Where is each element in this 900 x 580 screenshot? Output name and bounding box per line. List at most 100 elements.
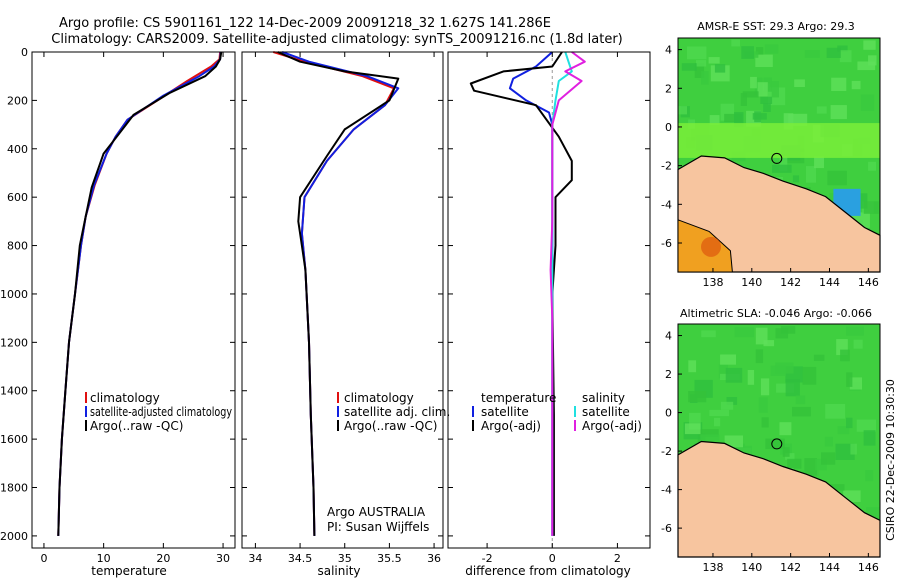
csiro-timestamp: CSIRO 22-Dec-2009 10:30:30 bbox=[884, 379, 897, 541]
y-tick-label: 1800 bbox=[0, 482, 28, 495]
data-cell bbox=[678, 106, 687, 115]
y-tick-label: 0 bbox=[21, 46, 28, 59]
data-cell bbox=[726, 397, 738, 405]
data-cell bbox=[863, 430, 876, 446]
x-tick-label: 0 bbox=[549, 552, 556, 565]
data-cell bbox=[853, 339, 863, 349]
data-cell bbox=[700, 434, 720, 442]
data-cell bbox=[836, 339, 848, 356]
legend-swatch-satellite bbox=[85, 406, 87, 417]
data-cell bbox=[815, 458, 827, 471]
data-cell bbox=[814, 156, 824, 169]
data-cell bbox=[857, 193, 868, 209]
difference-legend: temperature satellite Argo(-adj) salinit… bbox=[472, 391, 642, 433]
data-cell bbox=[821, 452, 836, 465]
y-tick-label: 0 bbox=[665, 407, 672, 420]
data-cell bbox=[863, 201, 879, 214]
data-cell bbox=[830, 105, 847, 120]
data-cell bbox=[843, 490, 861, 502]
y-tick-label: 1000 bbox=[0, 288, 28, 301]
y-tick-label: 600 bbox=[7, 191, 28, 204]
data-cell bbox=[775, 362, 794, 374]
series-line-satellite bbox=[281, 51, 400, 536]
data-cell bbox=[731, 39, 740, 47]
data-cell bbox=[684, 423, 701, 435]
legend-label-argo: Argo(..raw -QC) bbox=[344, 419, 437, 433]
data-cell bbox=[720, 354, 736, 365]
y-tick-label: 0 bbox=[665, 121, 672, 134]
data-cell bbox=[846, 326, 864, 336]
data-cell bbox=[747, 370, 755, 385]
data-cell bbox=[763, 103, 771, 112]
data-cell bbox=[734, 327, 754, 338]
y-tick-label: 2 bbox=[665, 82, 672, 95]
y-tick-label: 4 bbox=[665, 44, 672, 57]
series-line-climatology bbox=[273, 51, 395, 536]
legend-swatch-argo bbox=[337, 420, 339, 431]
data-cell bbox=[765, 438, 785, 450]
data-cell bbox=[699, 429, 719, 437]
y-tick-label: -6 bbox=[661, 237, 672, 250]
series-line-sal_sat_diff bbox=[551, 51, 573, 536]
x-tick-label: 138 bbox=[702, 276, 723, 289]
data-cell bbox=[840, 349, 850, 362]
y-tick-label: 400 bbox=[7, 143, 28, 156]
data-cell bbox=[772, 164, 792, 173]
data-cell bbox=[755, 54, 773, 67]
series-line-argo bbox=[469, 51, 573, 536]
series-line-argo bbox=[57, 51, 223, 536]
data-cell bbox=[779, 422, 792, 436]
difference-axis-label: difference from climatology bbox=[465, 564, 631, 578]
sla-map: 138 140 142 144 146 4 2 0 -2 -4 -6 bbox=[661, 323, 881, 574]
data-cell bbox=[824, 436, 833, 447]
data-cell bbox=[827, 170, 847, 186]
annotation-pi: PI: Susan Wijffels bbox=[327, 520, 429, 534]
warm-band bbox=[678, 123, 880, 158]
legend-label-sal-satellite: satellite bbox=[582, 405, 630, 419]
data-cell bbox=[734, 112, 744, 128]
data-cell bbox=[724, 435, 743, 448]
data-cell bbox=[689, 412, 701, 430]
legend-swatch-climatology bbox=[337, 392, 339, 403]
x-tick-label: 144 bbox=[819, 561, 840, 574]
data-cell bbox=[724, 113, 743, 122]
data-cell bbox=[849, 377, 862, 390]
difference-panel: -2 0 2 bbox=[447, 51, 651, 565]
y-tick-label: 200 bbox=[7, 94, 28, 107]
series-line-argo bbox=[277, 51, 400, 536]
salinity-legend: climatology satellite adj. clim. Argo(..… bbox=[327, 391, 450, 534]
y-tick-label: 1400 bbox=[0, 385, 28, 398]
salinity-axis-label: salinity bbox=[317, 564, 360, 578]
x-tick-label: 2 bbox=[614, 552, 621, 565]
data-cell bbox=[826, 47, 841, 58]
temperature-panel: 0 10 20 30 0 200 400 600 800 1000 1200 1400 1600 1800… bbox=[0, 46, 236, 565]
salinity-panel: 34 34.5 35 35.5 36 bbox=[241, 51, 444, 565]
data-cell bbox=[760, 378, 770, 396]
data-cell bbox=[687, 46, 707, 60]
x-tick-label: 146 bbox=[858, 276, 879, 289]
map-frame bbox=[677, 323, 881, 558]
data-cell bbox=[771, 81, 779, 98]
y-tick-label: -2 bbox=[661, 160, 672, 173]
sst-map-title: AMSR-E SST: 29.3 Argo: 29.3 bbox=[697, 20, 855, 33]
legend-swatch-climatology bbox=[85, 392, 87, 403]
title-line-2: Climatology: CARS2009. Satellite-adjuste… bbox=[51, 32, 623, 47]
data-cell bbox=[785, 453, 795, 460]
data-cell bbox=[839, 50, 852, 63]
x-tick-label: 36 bbox=[427, 552, 441, 565]
y-tick-label: 1600 bbox=[0, 433, 28, 446]
y-tick-label: 4 bbox=[665, 330, 672, 343]
legend-label-argo: Argo(..raw -QC) bbox=[90, 419, 183, 433]
data-cell bbox=[764, 44, 779, 54]
y-tick-label: 800 bbox=[7, 240, 28, 253]
x-tick-label: 0 bbox=[40, 552, 47, 565]
data-cell bbox=[806, 166, 816, 183]
hot-spot bbox=[701, 236, 722, 257]
legend-header-temperature: temperature bbox=[481, 391, 556, 405]
x-tick-label: 20 bbox=[156, 552, 170, 565]
data-cell bbox=[718, 364, 728, 379]
x-tick-label: 142 bbox=[780, 561, 801, 574]
data-cell bbox=[761, 417, 769, 428]
data-cell bbox=[829, 484, 845, 491]
series-line-climatology bbox=[57, 51, 222, 536]
